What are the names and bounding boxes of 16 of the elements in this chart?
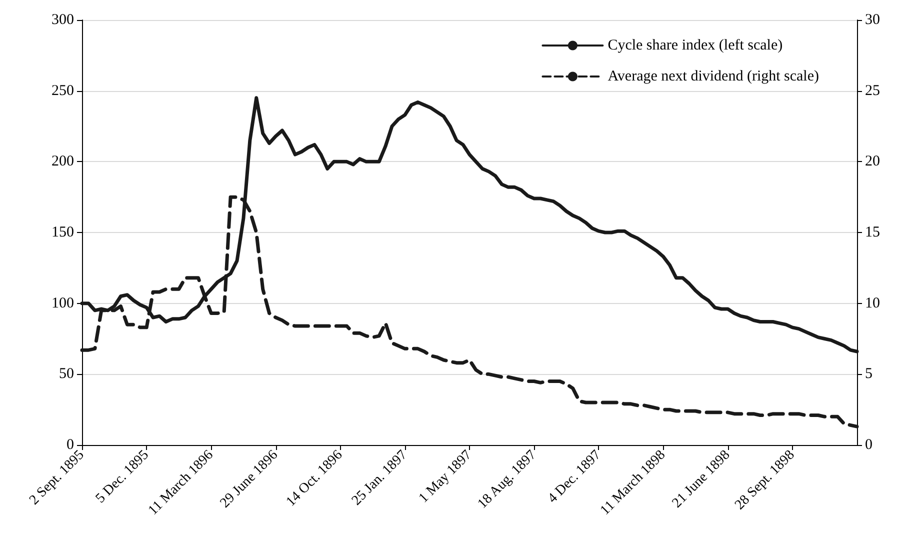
y-tick-label: 150 [52, 224, 74, 240]
y-tick-label: 200 [52, 154, 74, 170]
y2-tick-label: 0 [865, 437, 872, 453]
y2-tick-label: 10 [865, 295, 880, 312]
y-tick-label: 50 [59, 366, 74, 382]
legend-label: Cycle share index (left scale) [608, 38, 783, 54]
y-tick-label: 300 [52, 12, 74, 28]
y2-tick-label: 30 [865, 12, 880, 28]
y-tick-label: 0 [66, 437, 74, 453]
y2-tick-label: 20 [865, 154, 880, 170]
y-tick-label: 100 [52, 295, 74, 312]
y2-tick-label: 15 [865, 224, 880, 240]
legend-label: Average next dividend (right scale) [608, 68, 820, 84]
y2-tick-label: 5 [865, 366, 872, 382]
y-tick-label: 250 [52, 82, 74, 99]
y2-tick-label: 25 [865, 82, 880, 99]
